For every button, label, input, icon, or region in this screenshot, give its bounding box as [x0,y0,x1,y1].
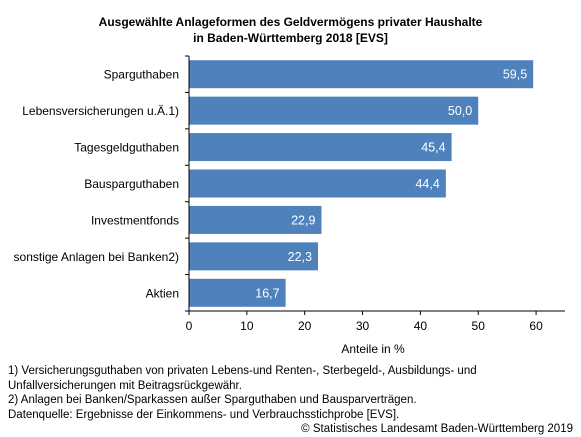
chart-title-line-1: Ausgewählte Anlageformen des Geldvermöge… [98,15,483,29]
bar-2 [189,133,452,162]
category-label-5: sonstige Anlagen bei Banken2) [14,250,179,264]
category-label-0: Sparguthaben [104,68,179,82]
bar-0 [189,60,534,89]
chart-title: Ausgewählte Anlageformen des Geldvermöge… [0,14,581,46]
x-tick-label-4: 40 [414,319,428,333]
x-tick-label-5: 50 [472,319,486,333]
chart-title-line-2: in Baden-Württemberg 2018 [EVS] [193,31,388,45]
x-tick-label-3: 30 [356,319,370,333]
x-tick-label-0: 0 [186,319,193,333]
category-label-2: Tagesgeldguthaben [74,141,179,155]
data-source: Datenquelle: Ergebnisse der Einkommens- … [8,408,400,421]
x-axis-label: Anteile in % [341,342,405,356]
bar-3 [189,169,446,198]
footnote-2: 2) Anlagen bei Banken/Sparkassen außer S… [8,394,417,406]
x-tick-label-1: 10 [240,319,254,333]
bar-value-label-2: 45,4 [421,141,445,155]
bar-chart: 59,5 Sparguthaben 50,0 Lebensversicherungen… [14,55,565,356]
bar-value-label-3: 44,4 [415,177,439,191]
x-tick-label-2: 20 [298,319,312,333]
bar-value-label-6: 16,7 [255,286,279,300]
copyright: © Statistisches Landesamt Baden-Württemb… [301,423,573,435]
category-label-3: Bausparguthaben [84,177,179,191]
bar-value-label-1: 50,0 [448,104,472,118]
footnote-1: 1) Versicherungsguthaben von privaten Le… [8,365,477,392]
bar-4 [189,205,322,234]
chart-footer: 1) Versicherungsguthaben von privaten Le… [8,364,573,437]
bar-value-label-4: 22,9 [291,213,315,227]
bar-6 [189,278,286,307]
x-tick-label-6: 60 [529,319,543,333]
bar-value-label-5: 22,3 [288,250,312,264]
bar-1 [189,96,479,125]
bar-5 [189,242,318,271]
category-label-1: Lebensversicherungen u.Ä.1) [22,104,179,118]
bar-value-label-0: 59,5 [503,68,527,82]
category-label-4: Investmentfonds [91,213,179,227]
category-label-6: Aktien [146,286,179,300]
